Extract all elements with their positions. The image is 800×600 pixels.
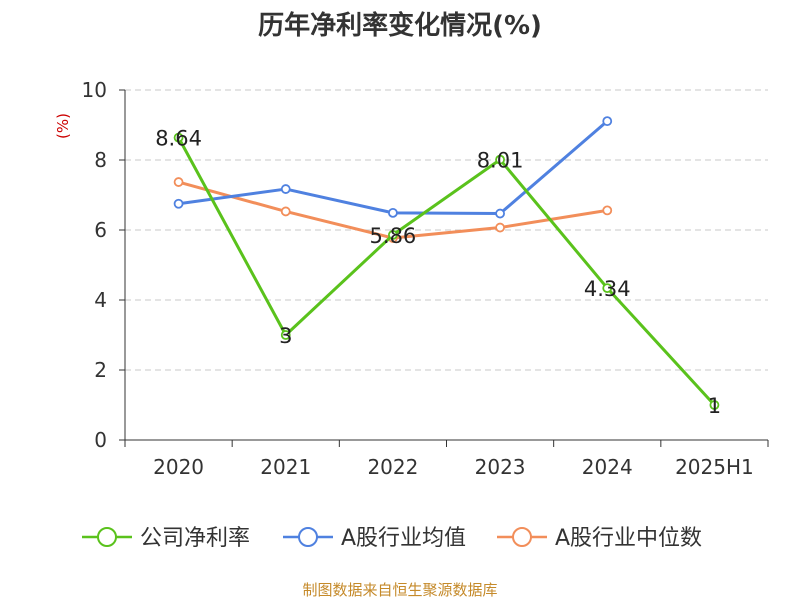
data-label: 1 (708, 394, 721, 418)
legend-marker (512, 527, 532, 547)
grid-lines (125, 89, 768, 371)
y-tick-label: 4 (94, 288, 107, 312)
data-label: 8.64 (155, 127, 202, 151)
x-tick-label: 2022 (367, 455, 418, 479)
y-axis-unit: (%) (54, 113, 72, 139)
data-point (495, 222, 505, 233)
data-label: 8.01 (477, 149, 524, 173)
data-point (280, 184, 291, 194)
data-label: 3 (279, 324, 292, 348)
y-tick-label: 8 (94, 148, 107, 172)
series-line (177, 136, 716, 407)
y-tick-label: 0 (94, 428, 107, 452)
legend-label: A股行业均值 (341, 526, 466, 551)
x-tick-label: 2025H1 (675, 455, 754, 479)
data-point (173, 132, 184, 143)
data-point (495, 208, 505, 219)
series-layer (173, 116, 720, 410)
data-point (280, 330, 291, 340)
x-tick-label: 2024 (582, 455, 633, 479)
legend: 公司净利率 A股行业均值 A股行业中位数 (82, 526, 702, 551)
data-label: 4.34 (584, 277, 631, 301)
data-point (280, 206, 291, 217)
data-point (709, 400, 720, 410)
data-point (388, 229, 398, 240)
legend-label: 公司净利率 (140, 526, 250, 551)
x-tick-label: 2023 (475, 455, 526, 479)
data-point (388, 207, 398, 218)
y-tick-label: 10 (82, 78, 107, 102)
y-tick-label: 2 (94, 358, 107, 382)
y-axis: 0 2 4 6 8 10 (82, 78, 126, 452)
x-axis: 2020 2021 2022 2023 2024 2025H1 (124, 439, 769, 479)
x-tick-label: 2020 (153, 455, 204, 479)
legend-marker (97, 527, 117, 547)
data-point (602, 205, 613, 216)
data-point (173, 177, 184, 187)
legend-label: A股行业中位数 (555, 526, 702, 551)
data-label: 5.86 (370, 224, 417, 248)
source-note: 制图数据来自恒生聚源数据库 (302, 581, 497, 599)
chart-title: 历年净利率变化情况(%) (258, 10, 542, 41)
legend-marker (298, 527, 318, 547)
data-point (602, 283, 613, 294)
x-tick-label: 2021 (260, 455, 311, 479)
data-labels: 8.64 3 5.86 8.01 4.34 1 (155, 127, 721, 418)
y-tick-label: 6 (94, 218, 107, 242)
data-point (173, 198, 184, 209)
data-point (495, 154, 505, 165)
data-point (602, 116, 613, 127)
